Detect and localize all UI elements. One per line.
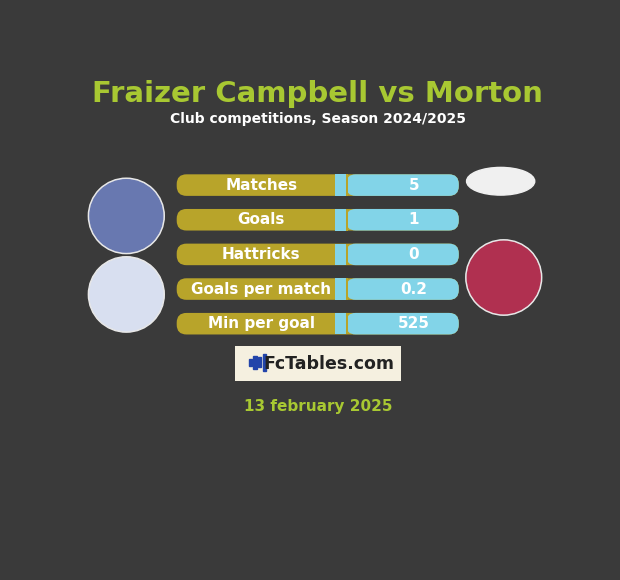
Circle shape: [90, 180, 162, 252]
FancyBboxPatch shape: [346, 278, 459, 300]
Circle shape: [88, 257, 164, 332]
FancyBboxPatch shape: [177, 209, 459, 230]
FancyBboxPatch shape: [335, 209, 348, 230]
Bar: [258, 357, 261, 367]
Bar: [254, 356, 257, 369]
Text: Goals: Goals: [237, 212, 285, 227]
FancyBboxPatch shape: [335, 278, 346, 300]
Text: Goals per match: Goals per match: [191, 281, 332, 296]
FancyBboxPatch shape: [335, 313, 346, 335]
FancyBboxPatch shape: [335, 209, 346, 230]
Text: Min per goal: Min per goal: [208, 316, 315, 331]
FancyBboxPatch shape: [235, 346, 401, 382]
FancyBboxPatch shape: [177, 244, 459, 265]
FancyBboxPatch shape: [335, 175, 346, 196]
FancyBboxPatch shape: [335, 175, 348, 196]
Text: 525: 525: [397, 316, 430, 331]
Circle shape: [90, 258, 162, 331]
FancyBboxPatch shape: [346, 209, 459, 230]
FancyBboxPatch shape: [335, 313, 348, 335]
Text: Hattricks: Hattricks: [222, 247, 301, 262]
Text: 5: 5: [409, 177, 419, 193]
Circle shape: [88, 178, 164, 253]
Text: 13 february 2025: 13 february 2025: [244, 398, 392, 414]
FancyBboxPatch shape: [335, 244, 348, 265]
Text: 1: 1: [409, 212, 419, 227]
Ellipse shape: [466, 168, 534, 195]
Text: 0: 0: [409, 247, 419, 262]
Circle shape: [466, 240, 542, 316]
Bar: [249, 358, 252, 366]
Text: Fraizer Campbell vs Morton: Fraizer Campbell vs Morton: [92, 80, 543, 108]
Text: Club competitions, Season 2024/2025: Club competitions, Season 2024/2025: [170, 112, 466, 126]
Text: 0.2: 0.2: [400, 281, 427, 296]
Text: Matches: Matches: [225, 177, 298, 193]
FancyBboxPatch shape: [335, 244, 346, 265]
FancyBboxPatch shape: [346, 175, 459, 196]
FancyBboxPatch shape: [335, 278, 348, 300]
Text: FcTables.com: FcTables.com: [264, 355, 395, 373]
FancyBboxPatch shape: [346, 244, 459, 265]
FancyBboxPatch shape: [177, 278, 459, 300]
Bar: [263, 354, 266, 371]
FancyBboxPatch shape: [346, 313, 459, 335]
FancyBboxPatch shape: [177, 313, 459, 335]
FancyBboxPatch shape: [177, 175, 459, 196]
Circle shape: [467, 241, 540, 314]
